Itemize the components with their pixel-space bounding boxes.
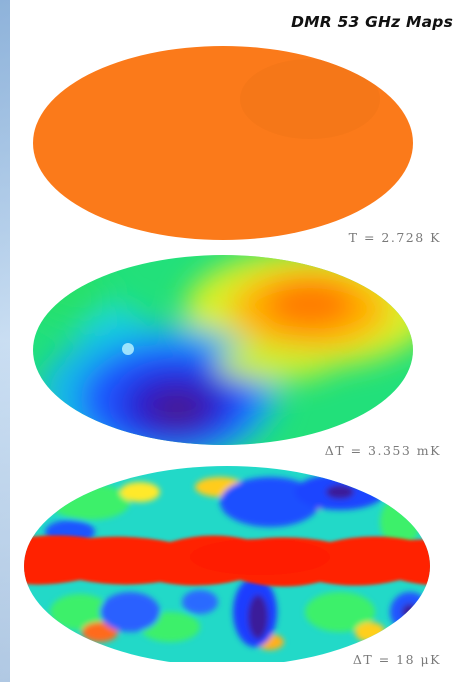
map-dipole-anisotropy xyxy=(33,255,413,445)
figure-panel: DMR 53 GHz Maps T = 2.728 K xyxy=(10,0,455,682)
map-caption: ΔT = 3.353 mK xyxy=(324,443,441,458)
map-uniform-temperature xyxy=(33,46,413,240)
figure-title: DMR 53 GHz Maps xyxy=(291,13,453,31)
map-caption: ΔT = 18 μK xyxy=(352,652,441,667)
map-fluctuations-galaxy xyxy=(24,466,430,662)
map-caption: T = 2.728 K xyxy=(348,230,441,245)
